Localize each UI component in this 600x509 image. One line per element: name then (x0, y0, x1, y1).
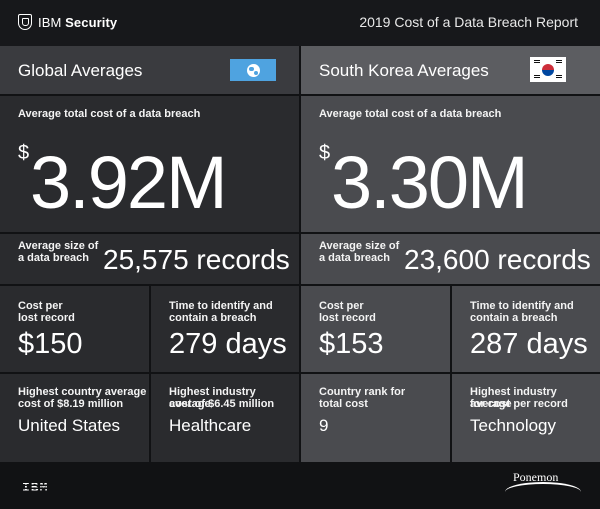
currency-symbol: $ (319, 142, 331, 164)
avg-total-cost-label: Average total cost of a data breach (18, 108, 201, 120)
global-highest-country-panel: Highest country average cost of $8.19 mi… (0, 374, 148, 462)
highest-industry-value: Healthcare (169, 416, 252, 435)
global-cost-per-record-panel: Cost per lost record $150 (0, 286, 148, 372)
time-to-contain-value: 279 days (169, 328, 287, 360)
avg-size-label-line-2: a data breach (18, 252, 89, 264)
south-korea-flag-icon (530, 57, 566, 82)
global-header-panel: Global Averages (0, 46, 299, 94)
avg-size-value: 23,600 records (404, 244, 591, 275)
global-highest-industry-panel: Highest industry average cost of $6.45 m… (151, 374, 299, 462)
highest-country-value: United States (18, 416, 121, 435)
report-title: 2019 Cost of a Data Breach Report (359, 14, 578, 30)
global-avg-total-cost-panel: Average total cost of a data breach $ 3.… (0, 96, 299, 232)
global-title: Global Averages (18, 61, 143, 80)
avg-total-cost-value: 3.30M (331, 141, 529, 224)
cell-label-line-1: Highest country average (18, 386, 147, 398)
footer-bar: IBM Ponemon (0, 462, 600, 509)
cell-label-line-2: lost record (319, 312, 376, 324)
global-time-to-contain-panel: Time to identify and contain a breach 27… (151, 286, 299, 372)
cell-label-line-2: for cost per record (470, 398, 568, 410)
cell-label-line-1: Time to identify and (169, 300, 273, 312)
brand-prefix: IBM (38, 14, 62, 30)
korea-country-rank-panel: Country rank for total cost 9 (301, 374, 449, 462)
cell-label-line-2: cost of $8.19 million (18, 398, 124, 410)
cell-label-line-1: Highest industry average (470, 386, 557, 410)
avg-size-value: 25,575 records (103, 244, 290, 275)
cell-label-line-2: contain a breach (470, 312, 558, 324)
country-rank-value: 9 (319, 416, 329, 435)
korea-cost-per-record-panel: Cost per lost record $153 (301, 286, 449, 372)
ibm-security-shield-icon (18, 14, 32, 30)
korea-header-panel: South Korea Averages (301, 46, 600, 94)
cell-label-line-1: Country rank for (319, 386, 406, 398)
cell-label-line-1: Cost per (18, 300, 63, 312)
header-bar: IBM Security 2019 Cost of a Data Breach … (0, 0, 600, 46)
avg-total-cost-value: 3.92M (30, 141, 228, 224)
global-avg-size-panel: Average size of a data breach 25,575 rec… (0, 234, 299, 284)
cell-label-line-2: total cost (319, 398, 368, 410)
avg-size-label-line-2: a data breach (319, 252, 390, 264)
highest-industry-value: Technology (470, 416, 557, 435)
brand-suffix: Security (65, 14, 118, 30)
korea-title: South Korea Averages (319, 61, 489, 80)
ibm-security-brand: IBM Security (18, 14, 117, 30)
time-to-contain-value: 287 days (470, 328, 588, 360)
avg-size-label-line-1: Average size of (18, 240, 99, 252)
south-korea-averages-column: South Korea Averages Average total cost … (301, 46, 600, 462)
ponemon-arc-icon (505, 482, 581, 502)
ponemon-logo: Ponemon (505, 470, 585, 504)
avg-size-label-line-1: Average size of (319, 240, 400, 252)
ponemon-text: Ponemon (513, 470, 559, 484)
cell-label-line-1: Highest industry average (169, 386, 256, 410)
cell-label-line-1: Time to identify and (470, 300, 574, 312)
currency-symbol: $ (18, 142, 30, 164)
cell-label-line-1: Cost per (319, 300, 364, 312)
cell-label-line-2: cost of $6.45 million (169, 398, 275, 410)
korea-time-to-contain-panel: Time to identify and contain a breach 28… (452, 286, 600, 372)
cell-label-line-2: lost record (18, 312, 75, 324)
globe-icon (230, 59, 276, 81)
cell-label-line-2: contain a breach (169, 312, 257, 324)
ibm-logo: IBM (22, 480, 49, 495)
cost-per-record-value: $153 (319, 328, 384, 360)
cost-per-record-value: $150 (18, 328, 83, 360)
korea-avg-size-panel: Average size of a data breach 23,600 rec… (301, 234, 600, 284)
global-averages-column: Global Averages Average total cost of a … (0, 46, 299, 462)
korea-avg-total-cost-panel: Average total cost of a data breach $ 3.… (301, 96, 600, 232)
avg-total-cost-label: Average total cost of a data breach (319, 108, 502, 120)
korea-highest-industry-panel: Highest industry average for cost per re… (452, 374, 600, 462)
